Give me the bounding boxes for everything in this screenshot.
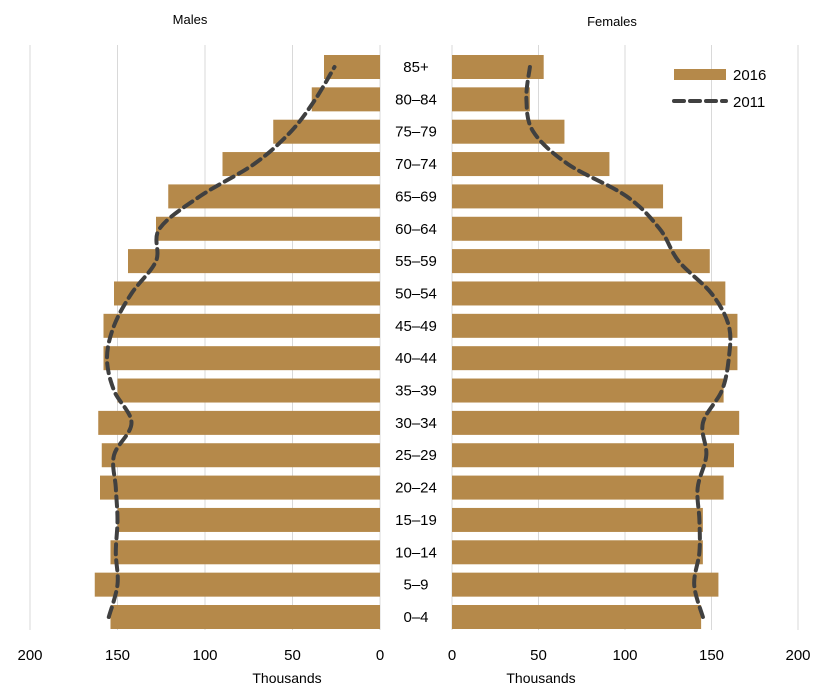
bar-females-2016 xyxy=(452,281,726,306)
age-group-label: 20–24 xyxy=(395,480,437,497)
bar-males-2016 xyxy=(110,540,380,565)
legend-label-2016: 2016 xyxy=(733,67,766,84)
bar-males-2016 xyxy=(98,410,380,435)
line-females-2011 xyxy=(524,65,733,619)
males-x-tick-label: 100 xyxy=(192,647,217,664)
bar-females-2016 xyxy=(452,540,703,565)
bar-females-2016 xyxy=(452,572,719,597)
age-group-label: 80–84 xyxy=(395,91,437,108)
age-group-label: 55–59 xyxy=(395,253,437,270)
bar-males-2016 xyxy=(114,281,380,306)
bar-males-2016 xyxy=(273,119,380,144)
males-x-tick-label: 0 xyxy=(376,647,384,664)
bar-males-2016 xyxy=(103,313,380,338)
bar-males-2016 xyxy=(101,443,380,468)
bar-females-2016 xyxy=(452,475,724,500)
bar-females-2016 xyxy=(452,87,530,112)
females-x-tick-label: 0 xyxy=(448,647,456,664)
bar-males-2016 xyxy=(311,87,380,112)
bar-males-2016 xyxy=(156,216,380,241)
bar-females-2016 xyxy=(452,378,724,403)
age-group-label: 40–44 xyxy=(395,350,437,367)
age-group-label: 85+ xyxy=(403,59,429,76)
age-group-label: 35–39 xyxy=(395,383,437,400)
bar-males-2016 xyxy=(117,378,380,403)
bar-males-2016 xyxy=(222,152,380,177)
females-x-tick-label: 50 xyxy=(530,647,547,664)
bar-males-2016 xyxy=(128,249,380,274)
legend-label-2011: 2011 xyxy=(733,94,765,111)
females-x-tick-label: 150 xyxy=(699,647,724,664)
females-x-axis-title: Thousands xyxy=(506,670,575,686)
males-x-tick-label: 200 xyxy=(17,647,42,664)
bar-females-2016 xyxy=(452,410,740,435)
bar-males-2016 xyxy=(168,184,380,209)
bar-males-2016 xyxy=(103,346,380,371)
legend-swatch-2016 xyxy=(674,69,726,80)
bar-males-2016 xyxy=(94,572,380,597)
age-group-label: 50–54 xyxy=(395,285,437,302)
age-group-label: 65–69 xyxy=(395,188,437,205)
age-group-label: 25–29 xyxy=(395,447,437,464)
bar-females-2016 xyxy=(452,119,565,144)
labels: Males Females Thousands Thousands 200 150… xyxy=(17,12,810,686)
males-x-tick-label: 150 xyxy=(105,647,130,664)
line-males-2011 xyxy=(104,65,337,619)
bars-2016 xyxy=(94,55,740,629)
females-x-tick-label: 200 xyxy=(785,647,810,664)
bar-females-2016 xyxy=(452,184,664,209)
bar-females-2016 xyxy=(452,249,710,274)
age-group-label: 10–14 xyxy=(395,544,437,561)
bar-females-2016 xyxy=(452,313,738,338)
age-group-label: 45–49 xyxy=(395,318,437,335)
bar-females-2016 xyxy=(452,346,738,371)
age-group-label: 60–64 xyxy=(395,221,437,238)
bar-females-2016 xyxy=(452,216,683,241)
age-group-label: 15–19 xyxy=(395,512,437,529)
bar-males-2016 xyxy=(117,507,380,532)
bar-females-2016 xyxy=(452,443,734,468)
lines-2011 xyxy=(104,65,733,619)
males-panel-title: Males xyxy=(173,12,208,27)
age-group-label: 0–4 xyxy=(403,609,428,626)
age-group-label: 5–9 xyxy=(403,577,428,594)
bar-females-2016 xyxy=(452,605,702,629)
bar-males-2016 xyxy=(100,475,380,500)
females-x-tick-label: 100 xyxy=(612,647,637,664)
males-x-tick-label: 50 xyxy=(284,647,301,664)
females-panel-title: Females xyxy=(587,14,637,29)
age-group-label: 30–34 xyxy=(395,415,437,432)
age-group-label: 70–74 xyxy=(395,156,437,173)
age-group-label: 75–79 xyxy=(395,124,437,141)
bar-females-2016 xyxy=(452,507,703,532)
legend: 2016 2011 xyxy=(672,67,766,111)
bar-males-2016 xyxy=(110,605,380,629)
males-x-axis-title: Thousands xyxy=(252,670,321,686)
